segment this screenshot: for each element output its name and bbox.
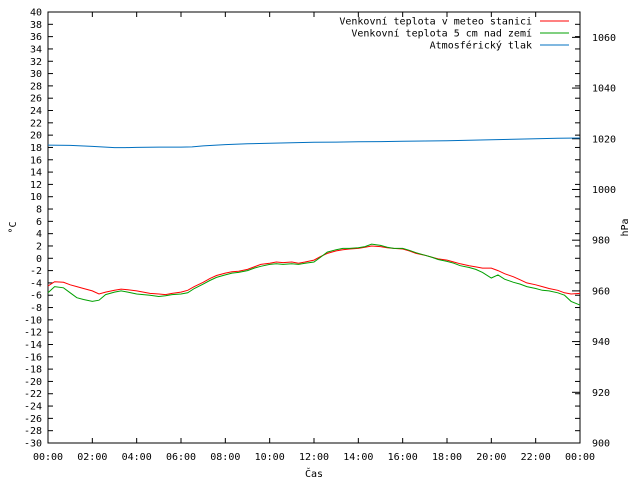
y-tick-label: -12 <box>24 328 42 339</box>
x-tick-label: 08:00 <box>210 452 240 463</box>
y2-axis-label: hPa <box>620 218 631 236</box>
y-tick-label: 2 <box>36 241 42 252</box>
y2-tick-label: 1060 <box>592 33 616 44</box>
y-tick-label: 22 <box>30 118 42 129</box>
y2-axis: 900 920 940 960 980 1000 1020 1040 1060 <box>572 33 616 450</box>
y-tick-label: 24 <box>30 106 42 117</box>
x-tick-label: 04:00 <box>122 452 152 463</box>
y-tick-label: -6 <box>30 291 42 302</box>
y-tick-label: 14 <box>30 168 42 179</box>
x-axis-label: Čas <box>305 467 323 480</box>
y-tick-label: 38 <box>30 20 42 31</box>
x-tick-label: 00:00 <box>565 452 595 463</box>
plot-frame <box>47 11 581 444</box>
y-tick-label: 0 <box>36 254 42 265</box>
y-tick-label: -24 <box>24 402 42 413</box>
series-line-1 <box>47 245 581 296</box>
x-tick-label: 02:00 <box>77 452 107 463</box>
y-tick-label: -4 <box>30 278 42 289</box>
y-tick-label: 16 <box>30 155 42 166</box>
x-tick-label: 20:00 <box>476 452 506 463</box>
y-tick-label: 12 <box>30 180 42 191</box>
y2-tick-label: 920 <box>592 388 610 399</box>
y-tick-label: -16 <box>24 352 42 363</box>
y2-tick-label: 940 <box>592 337 610 348</box>
y-tick-label: 36 <box>30 32 42 43</box>
y2-tick-label: 1040 <box>592 84 616 95</box>
y-tick-label: 26 <box>30 94 42 105</box>
y-tick-label: -20 <box>24 377 42 388</box>
series-line-2 <box>47 243 581 306</box>
y-tick-label: -14 <box>24 340 42 351</box>
x-tick-label: 22:00 <box>521 452 551 463</box>
x-tick-label: 12:00 <box>299 452 329 463</box>
x-axis: 00:00 02:00 04:00 06:00 08:00 10:00 12:00 14:00… <box>33 12 595 463</box>
y-tick-label: -2 <box>30 266 42 277</box>
y-tick-label: -28 <box>24 426 42 437</box>
y-tick-label: 8 <box>36 205 42 216</box>
legend: Venkovní teplota v meteo staniciVenkovní… <box>339 16 569 52</box>
y-tick-label: 20 <box>30 131 42 142</box>
y-axis: -30-28-26-24-22-20-18-16-14-12-10-8-6-4-… <box>24 8 580 450</box>
y-tick-label: 4 <box>36 229 42 240</box>
y-tick-label: 18 <box>30 143 42 154</box>
y-tick-label: 32 <box>30 57 42 68</box>
y-tick-label: 28 <box>30 81 42 92</box>
series-line-3 <box>47 137 581 149</box>
x-tick-label: 14:00 <box>343 452 373 463</box>
series-layer <box>47 137 581 306</box>
x-tick-label: 10:00 <box>255 452 285 463</box>
y-tick-label: 40 <box>30 8 42 19</box>
y-tick-label: 34 <box>30 44 42 55</box>
x-tick-label: 00:00 <box>33 452 63 463</box>
y2-tick-label: 900 <box>592 439 610 450</box>
legend-label-3: Atmosférický tlak <box>430 40 532 52</box>
y-tick-label: -8 <box>30 303 42 314</box>
y-axis-label: °C <box>8 221 19 233</box>
y2-tick-label: 980 <box>592 236 610 247</box>
x-tick-label: 06:00 <box>166 452 196 463</box>
y-tick-label: -10 <box>24 315 42 326</box>
x-tick-label: 16:00 <box>388 452 418 463</box>
y2-tick-label: 1000 <box>592 185 616 196</box>
x-tick-label: 18:00 <box>432 452 462 463</box>
y-tick-label: -18 <box>24 365 42 376</box>
y-tick-label: 30 <box>30 69 42 80</box>
y-tick-label: 6 <box>36 217 42 228</box>
legend-label-1: Venkovní teplota v meteo stanici <box>339 16 532 28</box>
y-tick-label: -30 <box>24 439 42 450</box>
y2-tick-label: 960 <box>592 286 610 297</box>
y-tick-label: -22 <box>24 389 42 400</box>
y-tick-label: 10 <box>30 192 42 203</box>
y-tick-label: -26 <box>24 414 42 425</box>
legend-label-2: Venkovní teplota 5 cm nad zemí <box>351 28 532 40</box>
y2-tick-label: 1020 <box>592 134 616 145</box>
